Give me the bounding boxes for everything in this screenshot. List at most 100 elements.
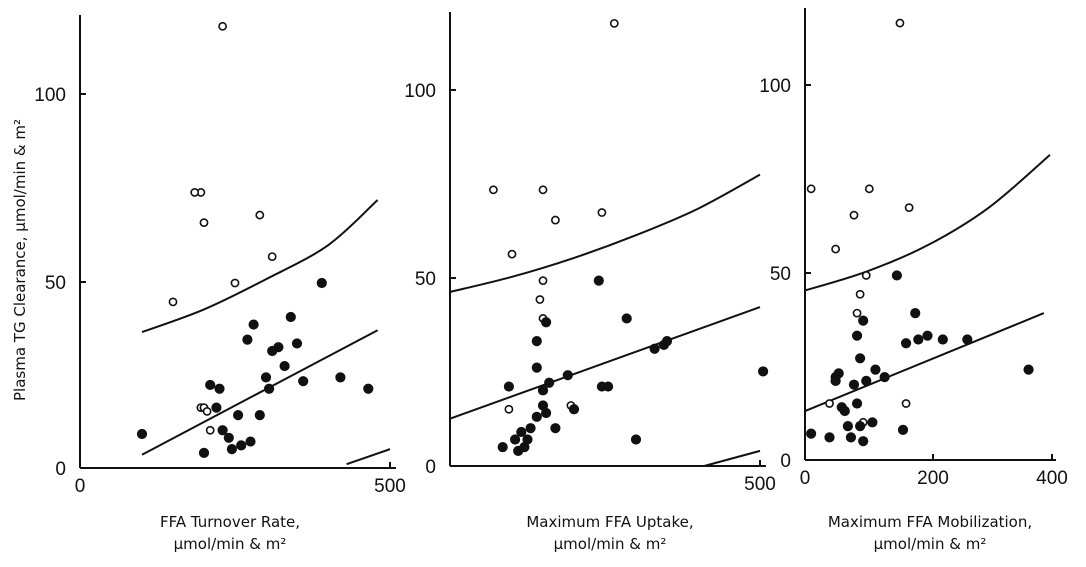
panel-ffa-turnover-rate: 0 50 100 0 500 FFA Turnover Rate, μmol/min & m… [34, 15, 406, 553]
filled-point [910, 308, 921, 319]
panel-maximum-ffa-uptake: 0 50 100 500 Maximum FFA Uptake, μmol/min & m… [404, 12, 776, 553]
filled-point [621, 313, 632, 324]
filled-point [842, 421, 853, 432]
filled-point [845, 432, 857, 443]
y-tick-label: 0 [425, 457, 436, 478]
filled-point [870, 364, 881, 375]
x-tick-label: 500 [744, 474, 776, 495]
open-point [597, 208, 607, 217]
open-point [551, 215, 560, 225]
filled-point [531, 336, 542, 347]
filled-point [649, 343, 660, 354]
filled-point [273, 342, 284, 353]
open-point [535, 295, 545, 304]
filled-point [236, 440, 247, 451]
filled-point [544, 377, 555, 388]
open-point [609, 18, 619, 28]
filled-point [522, 434, 533, 445]
open-point [168, 297, 178, 307]
open-point [504, 404, 514, 414]
open-point [190, 188, 200, 197]
open-point [831, 244, 841, 254]
filled-point [516, 426, 527, 438]
open-point [825, 399, 834, 408]
filled-point [858, 315, 869, 326]
filled-point [264, 383, 275, 394]
filled-point [285, 311, 296, 323]
curve-lower [346, 448, 391, 466]
filled-point [233, 410, 244, 421]
x-axis-label-line: Maximum FFA Mobilization, [828, 513, 1032, 531]
filled-point [291, 338, 303, 349]
curve-upper [141, 199, 379, 334]
filled-point [851, 330, 863, 341]
y-tick-label: 0 [780, 451, 791, 472]
filled-point [531, 411, 542, 422]
y-tick-label: 100 [759, 76, 791, 97]
open-point [849, 210, 859, 220]
filled-point [861, 375, 872, 386]
filled-point [541, 317, 552, 328]
filled-point [316, 277, 327, 289]
filled-point [550, 423, 561, 434]
filled-point [593, 275, 604, 286]
filled-point [824, 432, 835, 443]
open-point [199, 218, 209, 228]
filled-point [867, 417, 878, 428]
open-point [864, 184, 874, 194]
open-point [255, 210, 265, 220]
open-point [852, 308, 862, 318]
filled-point [363, 383, 374, 394]
filled-point [245, 436, 256, 447]
filled-point [509, 434, 521, 445]
filled-point [962, 334, 973, 345]
y-tick-label: 100 [34, 85, 66, 106]
filled-point [136, 428, 148, 440]
x-tick-label: 400 [1036, 468, 1068, 489]
filled-point [254, 410, 265, 421]
filled-point [937, 334, 948, 345]
open-point [538, 185, 548, 195]
open-point [538, 276, 548, 286]
x-axis-label-line: FFA Turnover Rate, [160, 513, 300, 531]
open-point [218, 21, 227, 31]
filled-point [537, 385, 549, 396]
filled-point [279, 360, 290, 372]
panel-maximum-ffa-mobilization: 0 50 100 0 200 400 Maximum FFA Mobilization, μm… [759, 8, 1068, 553]
filled-point [205, 379, 216, 391]
filled-point [848, 379, 860, 390]
curve-fit [804, 312, 1045, 412]
open-point [895, 18, 905, 28]
filled-point [603, 381, 614, 392]
y-tick-label: 50 [415, 269, 436, 290]
open-point [230, 278, 240, 288]
x-axis-label-line: μmol/min & m² [174, 535, 287, 553]
filled-point [298, 376, 309, 387]
open-point [507, 249, 517, 259]
filled-point [335, 372, 346, 383]
filled-point [1023, 364, 1034, 375]
filled-point [891, 270, 902, 281]
filled-point [833, 368, 844, 379]
y-axis-label: Plasma TG Clearance, μmol/min & m² [11, 119, 29, 401]
filled-point [858, 436, 869, 447]
x-axis-label-line: μmol/min & m² [554, 535, 667, 553]
filled-point [922, 330, 933, 341]
filled-point [497, 441, 508, 453]
curve-upper [449, 173, 761, 293]
filled-point [806, 428, 817, 439]
curve-fit [141, 329, 379, 456]
filled-point [913, 334, 924, 345]
curve-upper [804, 154, 1051, 292]
open-point [267, 252, 277, 261]
filled-point [541, 407, 552, 419]
filled-point [900, 338, 912, 349]
filled-point [260, 372, 272, 383]
y-tick-label: 100 [404, 81, 436, 102]
filled-point [242, 334, 253, 345]
filled-point [503, 381, 514, 392]
open-point [904, 203, 914, 213]
filled-point [248, 319, 259, 330]
filled-point [198, 447, 210, 458]
